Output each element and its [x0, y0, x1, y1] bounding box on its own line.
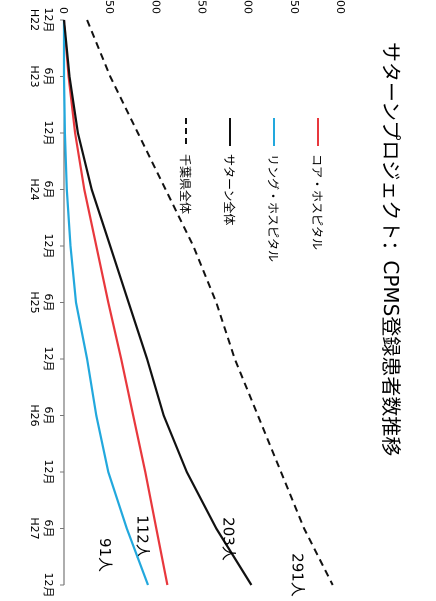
x-era-label: H22: [28, 9, 41, 31]
y-tick-label: 200: [242, 0, 255, 14]
x-tick-label: 12月: [42, 573, 55, 598]
series-end-label: 203人: [219, 517, 237, 561]
x-tick-label: 12月: [42, 347, 55, 372]
plot-area: 0 50 100 150 200 250 30012月H226月H2312月6月H2412月…: [28, 0, 347, 598]
y-tick-label: 100: [149, 0, 162, 14]
series-end-label: 291人: [289, 553, 307, 597]
y-tick-label: 300: [334, 0, 347, 14]
series-line: [62, 19, 253, 586]
series-end-label: 91人: [96, 538, 114, 572]
x-era-label: H25: [28, 291, 41, 313]
y-tick-label: 50: [103, 0, 116, 14]
x-era-label: H24: [28, 178, 41, 200]
y-tick-label: 150: [196, 0, 209, 14]
series-line: [86, 19, 334, 586]
x-tick-label: 6月: [42, 181, 55, 199]
x-tick-label: 6月: [42, 520, 55, 538]
x-tick-label: 6月: [42, 407, 55, 425]
series-line: [62, 20, 150, 586]
x-tick-label: 12月: [42, 460, 55, 485]
x-tick-label: 12月: [42, 8, 55, 33]
legend-label: コア・ホスピタル: [310, 154, 324, 250]
x-era-label: H23: [28, 65, 41, 87]
y-tick-label: 0: [57, 7, 70, 14]
x-era-label: H27: [28, 517, 41, 539]
x-tick-label: 12月: [42, 234, 55, 259]
series-line: [62, 19, 169, 586]
x-tick-label: 6月: [42, 68, 55, 86]
legend: コア・ホスピタル リング・ホスピタル サターン全体 千葉県全体: [178, 118, 324, 262]
legend-label: リング・ホスピタル: [266, 154, 280, 262]
chart-title: サターンプロジェクト：CPMS登録患者数推移: [379, 42, 403, 456]
series-end-label: 112人: [133, 515, 151, 559]
x-tick-label: 6月: [42, 294, 55, 312]
legend-label: 千葉県全体: [178, 154, 193, 214]
legend-label: サターン全体: [222, 154, 237, 225]
y-tick-label: 250: [288, 0, 301, 14]
x-tick-label: 12月: [42, 121, 55, 146]
x-era-label: H26: [28, 404, 41, 426]
